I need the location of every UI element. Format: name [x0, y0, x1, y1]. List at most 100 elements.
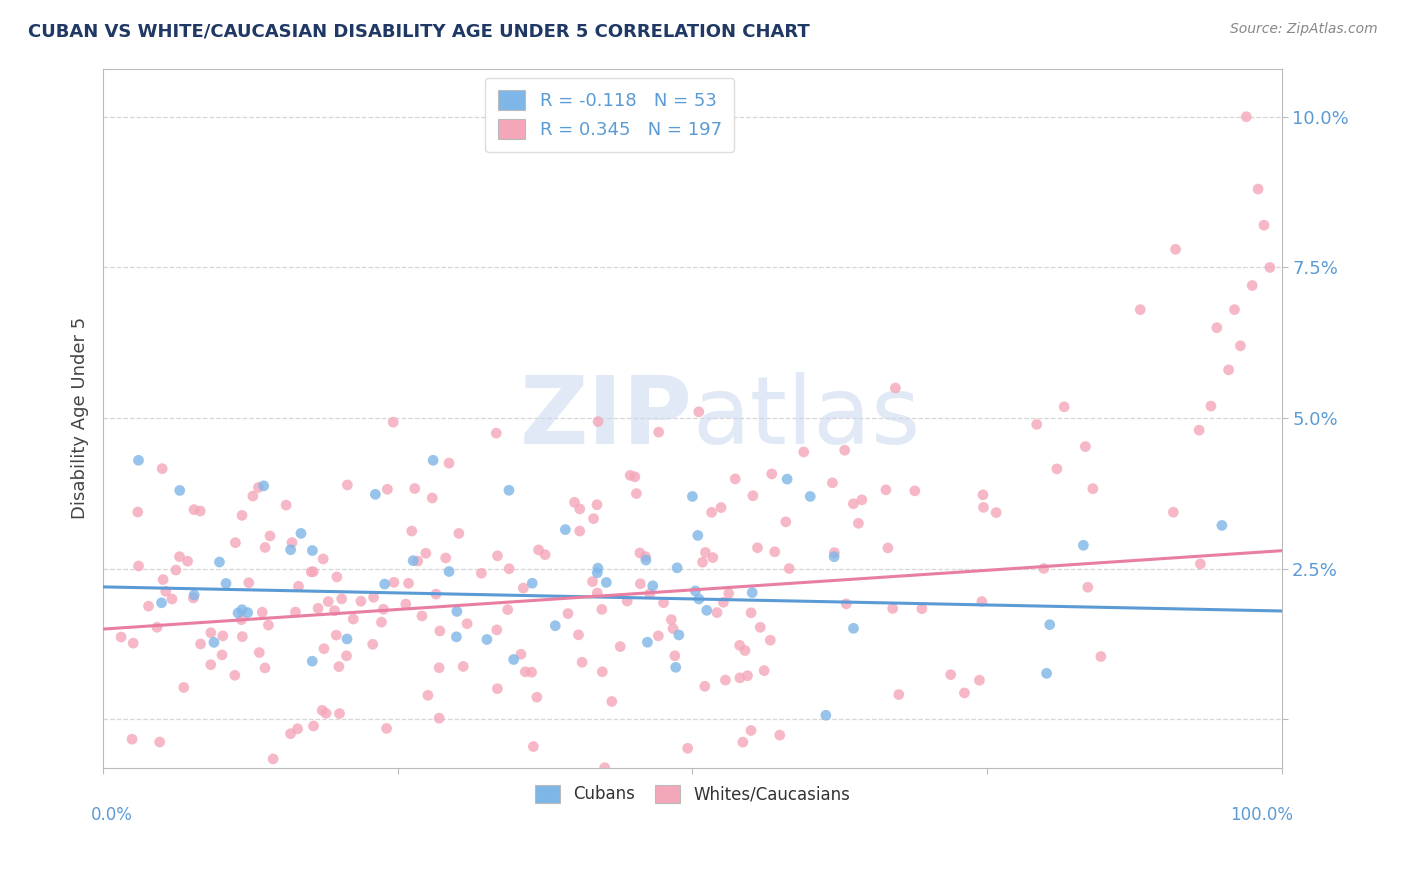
Cubans: [502, 652, 524, 666]
Whites/Caucasians: [884, 381, 907, 395]
Cubans: [823, 549, 845, 564]
Cubans: [666, 561, 689, 575]
Whites/Caucasians: [190, 637, 212, 651]
Whites/Caucasians: [582, 512, 605, 526]
Whites/Caucasians: [451, 659, 474, 673]
Whites/Caucasians: [121, 732, 143, 747]
Whites/Caucasians: [851, 492, 873, 507]
Whites/Caucasians: [253, 661, 276, 675]
Whites/Caucasians: [761, 467, 783, 481]
Whites/Caucasians: [728, 638, 751, 652]
Whites/Caucasians: [939, 667, 962, 681]
Whites/Caucasians: [759, 633, 782, 648]
Whites/Caucasians: [515, 665, 537, 679]
Whites/Caucasians: [416, 689, 439, 703]
Whites/Caucasians: [146, 620, 169, 634]
Whites/Caucasians: [1163, 505, 1185, 519]
Cubans: [776, 472, 799, 486]
Cubans: [586, 566, 609, 580]
Whites/Caucasians: [406, 554, 429, 568]
Whites/Caucasians: [1258, 260, 1281, 275]
Whites/Caucasians: [775, 515, 797, 529]
Whites/Caucasians: [311, 703, 333, 717]
Whites/Caucasians: [231, 630, 253, 644]
Whites/Caucasians: [155, 584, 177, 599]
Whites/Caucasians: [401, 524, 423, 538]
Whites/Caucasians: [382, 415, 405, 429]
Cubans: [641, 579, 664, 593]
Legend: Cubans, Whites/Caucasians: Cubans, Whites/Caucasians: [526, 776, 859, 812]
Whites/Caucasians: [1081, 482, 1104, 496]
Text: 0.0%: 0.0%: [91, 806, 134, 824]
Whites/Caucasians: [769, 728, 792, 742]
Whites/Caucasians: [173, 681, 195, 695]
Whites/Caucasians: [510, 648, 533, 662]
Whites/Caucasians: [887, 688, 910, 702]
Whites/Caucasians: [224, 668, 246, 682]
Whites/Caucasians: [429, 624, 451, 638]
Whites/Caucasians: [330, 591, 353, 606]
Text: CUBAN VS WHITE/CAUCASIAN DISABILITY AGE UNDER 5 CORRELATION CHART: CUBAN VS WHITE/CAUCASIAN DISABILITY AGE …: [28, 22, 810, 40]
Cubans: [437, 565, 460, 579]
Whites/Caucasians: [616, 594, 638, 608]
Whites/Caucasians: [183, 591, 205, 605]
Whites/Caucasians: [470, 566, 492, 581]
Whites/Caucasians: [778, 561, 800, 575]
Whites/Caucasians: [211, 648, 233, 662]
Whites/Caucasians: [238, 575, 260, 590]
Whites/Caucasians: [526, 690, 548, 705]
Whites/Caucasians: [1218, 363, 1240, 377]
Whites/Caucasians: [247, 646, 270, 660]
Whites/Caucasians: [325, 628, 347, 642]
Cubans: [336, 632, 359, 646]
Whites/Caucasians: [323, 604, 346, 618]
Whites/Caucasians: [395, 597, 418, 611]
Whites/Caucasians: [434, 551, 457, 566]
Text: Source: ZipAtlas.com: Source: ZipAtlas.com: [1230, 22, 1378, 37]
Cubans: [364, 487, 387, 501]
Whites/Caucasians: [128, 559, 150, 574]
Whites/Caucasians: [1247, 182, 1270, 196]
Cubans: [595, 575, 617, 590]
Whites/Caucasians: [138, 599, 160, 614]
Whites/Caucasians: [375, 722, 398, 736]
Cubans: [686, 528, 709, 542]
Whites/Caucasians: [740, 606, 762, 620]
Whites/Caucasians: [749, 620, 772, 634]
Cubans: [231, 603, 253, 617]
Cubans: [634, 553, 657, 567]
Whites/Caucasians: [373, 602, 395, 616]
Whites/Caucasians: [404, 482, 426, 496]
Whites/Caucasians: [152, 573, 174, 587]
Whites/Caucasians: [316, 594, 339, 608]
Whites/Caucasians: [972, 500, 994, 515]
Whites/Caucasians: [568, 502, 591, 516]
Whites/Caucasians: [520, 665, 543, 680]
Whites/Caucasians: [647, 629, 669, 643]
Whites/Caucasians: [1234, 110, 1257, 124]
Whites/Caucasians: [110, 630, 132, 644]
Whites/Caucasians: [1164, 243, 1187, 257]
Whites/Caucasians: [564, 495, 586, 509]
Cubans: [150, 596, 173, 610]
Whites/Caucasians: [571, 655, 593, 669]
Cubans: [554, 523, 576, 537]
Cubans: [475, 632, 498, 647]
Cubans: [169, 483, 191, 498]
Whites/Caucasians: [1229, 339, 1251, 353]
Whites/Caucasians: [281, 535, 304, 549]
Whites/Caucasians: [425, 587, 447, 601]
Whites/Caucasians: [568, 524, 591, 538]
Cubans: [280, 542, 302, 557]
Whites/Caucasians: [486, 681, 509, 696]
Whites/Caucasians: [1205, 320, 1227, 334]
Whites/Caucasians: [747, 541, 769, 555]
Whites/Caucasians: [591, 665, 613, 679]
Whites/Caucasians: [307, 601, 329, 615]
Whites/Caucasians: [485, 623, 508, 637]
Cubans: [1039, 617, 1062, 632]
Whites/Caucasians: [734, 643, 756, 657]
Whites/Caucasians: [254, 541, 277, 555]
Whites/Caucasians: [581, 574, 603, 589]
Whites/Caucasians: [183, 502, 205, 516]
